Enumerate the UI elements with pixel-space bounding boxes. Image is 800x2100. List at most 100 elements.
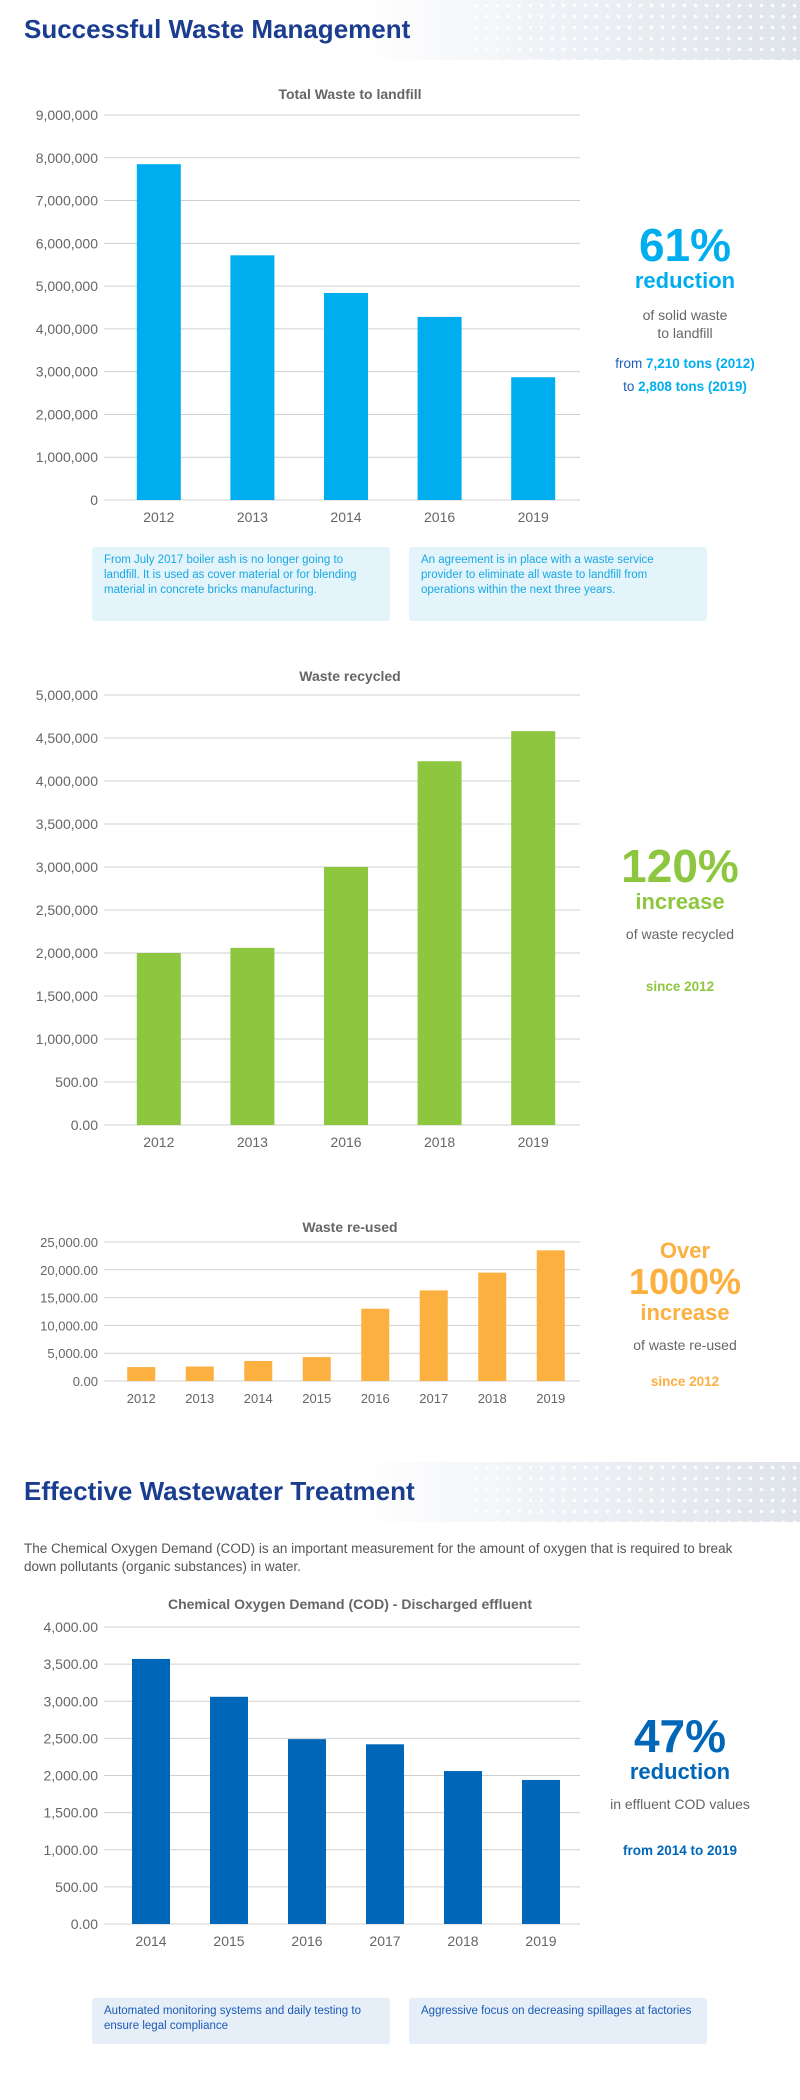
callout-recycled-since: since 2012 bbox=[645, 979, 715, 995]
y-tick-label-reused: 10,000.00 bbox=[40, 1318, 98, 1333]
y-tick-label-cod: 3,000.00 bbox=[44, 1693, 99, 1709]
bar-cod-2014 bbox=[132, 1658, 170, 1924]
bar-recycled-2019 bbox=[511, 731, 556, 1125]
bar-cod-2018 bbox=[444, 1771, 482, 1924]
y-tick-label-recycled: 3,500,000 bbox=[36, 816, 98, 832]
bar-landfill-2016 bbox=[417, 316, 462, 500]
callout-landfill-to-value: 2,808 tons (2019) bbox=[638, 379, 747, 395]
chart-cod: 0.00 500.00 1,000.00 1,500.00 2,000.00 2,500.… bbox=[44, 1619, 580, 1949]
bar-reused-2012 bbox=[127, 1367, 156, 1381]
x-tick-label-reused: 2019 bbox=[536, 1391, 565, 1406]
chart-title-recycled: Waste recycled bbox=[299, 668, 401, 684]
y-tick-label-cod: 1,500.00 bbox=[44, 1805, 99, 1821]
x-tick-label-cod: 2017 bbox=[369, 1933, 400, 1949]
x-tick-label-reused: 2016 bbox=[361, 1391, 390, 1406]
callout-landfill-from-prefix: from bbox=[615, 356, 646, 372]
note-automated-monitoring: Automated monitoring systems and daily t… bbox=[92, 1998, 390, 2044]
callout-cod-since: from 2014 to 2019 bbox=[622, 1843, 738, 1859]
y-tick-label-recycled: 2,500,000 bbox=[36, 902, 98, 918]
y-tick-label-cod: 500.00 bbox=[55, 1879, 98, 1895]
x-tick-label-reused: 2014 bbox=[244, 1391, 273, 1406]
x-tick-label-landfill: 2019 bbox=[518, 509, 549, 525]
x-tick-label-recycled: 2013 bbox=[237, 1134, 268, 1150]
y-tick-label-reused: 15,000.00 bbox=[40, 1291, 98, 1306]
intro-cod-paragraph: The Chemical Oxygen Demand (COD) is an i… bbox=[24, 1541, 733, 1575]
y-tick-label-recycled: 2,000,000 bbox=[36, 945, 98, 961]
x-tick-label-landfill: 2013 bbox=[237, 509, 268, 525]
bar-reused-2014 bbox=[244, 1360, 273, 1381]
y-tick-label-landfill: 1,000,000 bbox=[36, 449, 98, 465]
bar-reused-2019 bbox=[536, 1250, 565, 1381]
callout-reused-since: since 2012 bbox=[650, 1374, 720, 1390]
x-tick-label-recycled: 2012 bbox=[143, 1134, 174, 1150]
callout-reused-desc: of waste re-used bbox=[633, 1337, 737, 1353]
x-tick-label-reused: 2015 bbox=[302, 1391, 331, 1406]
bar-reused-2013 bbox=[185, 1366, 214, 1381]
y-tick-label-recycled: 5,000,000 bbox=[36, 687, 98, 703]
callout-recycled: 120% increase of waste recycled since 20… bbox=[580, 843, 780, 994]
chart-reused: 0.00 5,000.00 10,000.00 15,000.00 20,000.00 2… bbox=[40, 1235, 580, 1406]
callout-landfill-desc-1: of solid waste bbox=[642, 307, 728, 323]
note-waste-agreement: An agreement is in place with a waste se… bbox=[409, 547, 707, 621]
y-tick-label-recycled: 1,000,000 bbox=[36, 1031, 98, 1047]
section-banner-water bbox=[0, 1462, 800, 1522]
note-spillage-focus: Aggressive focus on decreasing spillages… bbox=[409, 1998, 707, 2044]
callout-landfill-desc-2: to landfill bbox=[657, 325, 713, 342]
y-tick-label-cod: 2,500.00 bbox=[44, 1730, 99, 1746]
bar-reused-2015 bbox=[302, 1357, 331, 1381]
y-tick-label-landfill: 6,000,000 bbox=[36, 235, 98, 251]
callout-landfill-to-prefix: to bbox=[623, 379, 639, 395]
bar-reused-2016 bbox=[361, 1308, 390, 1381]
x-tick-label-recycled: 2018 bbox=[424, 1134, 455, 1150]
y-tick-label-reused: 5,000.00 bbox=[47, 1346, 98, 1361]
y-tick-label-reused: 20,000.00 bbox=[40, 1263, 98, 1278]
bar-cod-2019 bbox=[522, 1779, 560, 1924]
callout-recycled-percent: 120% bbox=[621, 840, 739, 892]
bar-landfill-2019 bbox=[511, 377, 556, 500]
section-title-water: Effective Wastewater Treatment bbox=[24, 1476, 415, 1506]
y-tick-label-recycled: 1,500,000 bbox=[36, 988, 98, 1004]
y-tick-label-cod: 2,000.00 bbox=[44, 1768, 99, 1784]
y-tick-label-landfill: 5,000,000 bbox=[36, 278, 98, 294]
bar-reused-2017 bbox=[419, 1290, 448, 1381]
callout-cod: 47% reduction in effluent COD values fro… bbox=[580, 1713, 780, 1858]
chart-recycled: 0.00 500.00 1,000,000 1,500,000 2,000,000 2,5… bbox=[36, 687, 580, 1150]
x-tick-label-reused: 2017 bbox=[419, 1391, 448, 1406]
y-tick-label-cod: 3,500.00 bbox=[44, 1656, 99, 1672]
y-tick-label-recycled: 4,000,000 bbox=[36, 773, 98, 789]
y-tick-label-recycled: 3,000,000 bbox=[36, 859, 98, 875]
y-tick-label-landfill: 2,000,000 bbox=[36, 406, 98, 422]
y-tick-label-recycled: 500.00 bbox=[55, 1074, 98, 1090]
bar-landfill-2014 bbox=[324, 292, 368, 500]
y-tick-label-cod: 0.00 bbox=[71, 1916, 98, 1932]
callout-landfill-from-value: 7,210 tons (2012) bbox=[645, 356, 755, 372]
callout-reused-percent: 1000% bbox=[628, 1261, 742, 1302]
y-tick-label-reused: 25,000.00 bbox=[40, 1235, 98, 1250]
section-banner-waste bbox=[0, 0, 800, 60]
y-tick-label-landfill: 9,000,000 bbox=[36, 107, 98, 123]
callout-recycled-word: increase bbox=[635, 889, 725, 914]
x-tick-label-cod: 2015 bbox=[213, 1933, 244, 1949]
chart-landfill: 0 1,000,000 2,000,000 3,000,000 4,000,000 5,0… bbox=[36, 107, 580, 525]
y-tick-label-reused: 0.00 bbox=[73, 1374, 98, 1389]
callout-reused-pre: Over bbox=[659, 1238, 711, 1263]
bar-landfill-2013 bbox=[230, 255, 275, 500]
x-tick-label-cod: 2014 bbox=[135, 1933, 166, 1949]
y-tick-label-landfill: 0 bbox=[90, 492, 98, 508]
callout-recycled-desc: of waste recycled bbox=[625, 926, 735, 942]
bar-recycled-2018 bbox=[417, 761, 462, 1125]
section-title-waste: Successful Waste Management bbox=[24, 14, 411, 44]
y-tick-label-landfill: 3,000,000 bbox=[36, 364, 98, 380]
bar-cod-2017 bbox=[366, 1744, 404, 1924]
callout-cod-word: reduction bbox=[629, 1759, 731, 1784]
x-tick-label-landfill: 2016 bbox=[424, 509, 455, 525]
chart-title-reused: Waste re-used bbox=[302, 1219, 398, 1235]
callout-cod-percent: 47% bbox=[633, 1710, 727, 1762]
bar-recycled-2016 bbox=[324, 867, 368, 1125]
x-tick-label-recycled: 2016 bbox=[330, 1134, 361, 1150]
y-tick-label-cod: 1,000.00 bbox=[44, 1842, 99, 1858]
callout-landfill-from: from 7,210 tons (2012) bbox=[590, 356, 780, 371]
y-tick-label-cod: 4,000.00 bbox=[44, 1619, 99, 1635]
bar-cod-2015 bbox=[210, 1696, 248, 1924]
y-tick-label-recycled: 0.00 bbox=[71, 1117, 98, 1133]
